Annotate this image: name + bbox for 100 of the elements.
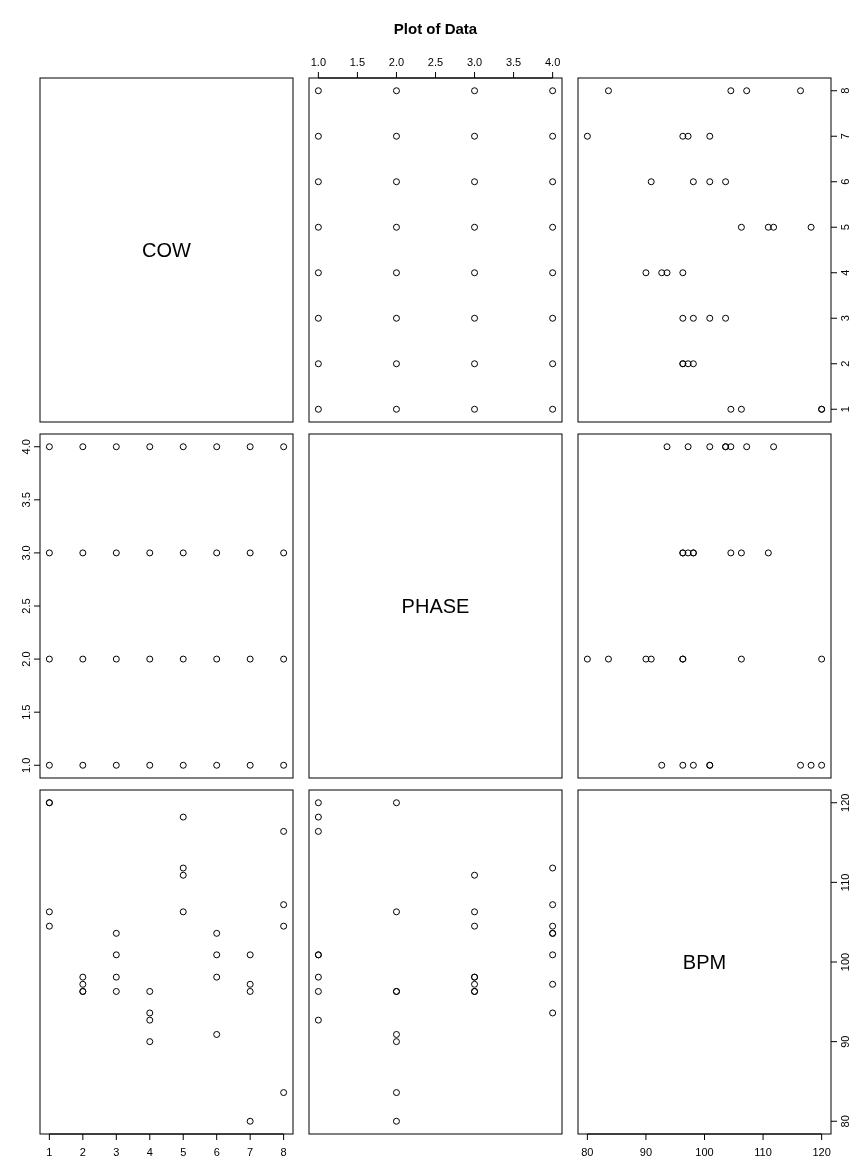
point [112, 443, 120, 451]
point [392, 799, 400, 807]
point [549, 269, 557, 277]
point [280, 761, 288, 769]
point [179, 871, 187, 879]
y-tick-label: 120 [839, 793, 851, 812]
point [45, 908, 53, 916]
x-tick-label: 1 [46, 1146, 53, 1158]
point [549, 405, 557, 413]
point [112, 987, 120, 995]
point [604, 87, 612, 95]
y-tick-label: 4 [839, 269, 851, 276]
point [213, 929, 221, 937]
point [549, 314, 557, 322]
point [392, 1089, 400, 1097]
point [280, 443, 288, 451]
point [314, 223, 322, 231]
point [727, 443, 735, 451]
point [471, 922, 479, 930]
point [679, 269, 687, 277]
x-tick-label: 5 [180, 1146, 187, 1158]
y-tick-label: 1.5 [20, 704, 32, 720]
point [663, 269, 671, 277]
x-tick-label: 3 [113, 1146, 120, 1158]
point [727, 87, 735, 95]
point [684, 132, 692, 140]
x-tick-label: 1.5 [349, 56, 366, 68]
x-tick-label: 100 [695, 1146, 714, 1158]
point [45, 549, 53, 557]
y-tick-label: 2.0 [20, 651, 32, 667]
point [213, 973, 221, 981]
point [471, 314, 479, 322]
point [45, 655, 53, 663]
point [770, 443, 778, 451]
x-tick-label: 4 [146, 1146, 153, 1158]
point [743, 443, 751, 451]
point [706, 314, 714, 322]
point [743, 87, 751, 95]
point [112, 655, 120, 663]
point [280, 1089, 288, 1097]
point [684, 549, 692, 557]
point [727, 405, 735, 413]
point [146, 1016, 154, 1024]
point [392, 269, 400, 277]
point [392, 908, 400, 916]
x-tick-label: 7 [247, 1146, 254, 1158]
point [79, 549, 87, 557]
point [314, 269, 322, 277]
point [392, 314, 400, 322]
point [583, 132, 591, 140]
point [706, 132, 714, 140]
x-tick-label: 4.0 [544, 56, 561, 68]
point [658, 269, 666, 277]
x-tick-label: 3.5 [505, 56, 522, 68]
x-tick-label: 3.0 [466, 56, 483, 68]
point [246, 951, 254, 959]
point [797, 87, 805, 95]
point [689, 761, 697, 769]
point [737, 405, 745, 413]
x-tick-label: 1.0 [310, 56, 327, 68]
point [179, 813, 187, 821]
point [179, 549, 187, 557]
point [684, 360, 692, 368]
point [807, 223, 815, 231]
point [642, 269, 650, 277]
point [392, 178, 400, 186]
point [213, 443, 221, 451]
point [549, 178, 557, 186]
text: Plot of Data [393, 20, 478, 37]
point [797, 761, 805, 769]
point [112, 549, 120, 557]
point [79, 443, 87, 451]
x-tick-label: 2.5 [427, 56, 444, 68]
point [471, 269, 479, 277]
point [314, 987, 322, 995]
point [689, 178, 697, 186]
point [679, 314, 687, 322]
point [549, 132, 557, 140]
point [280, 549, 288, 557]
point [818, 655, 826, 663]
x-tick-label: 80 [581, 1146, 594, 1158]
point [79, 980, 87, 988]
point [146, 761, 154, 769]
y-tick-label: 3.5 [20, 492, 32, 508]
point [246, 1117, 254, 1125]
point [549, 922, 557, 930]
point [246, 980, 254, 988]
text: PHASE [401, 595, 470, 617]
y-tick-label: 80 [839, 1115, 851, 1128]
point [246, 549, 254, 557]
point [807, 761, 815, 769]
y-tick-label: 100 [839, 952, 851, 972]
point [213, 549, 221, 557]
point [314, 405, 322, 413]
point [112, 973, 120, 981]
point [392, 1117, 400, 1125]
point [583, 655, 591, 663]
point [79, 973, 87, 981]
point [689, 314, 697, 322]
point [737, 223, 745, 231]
